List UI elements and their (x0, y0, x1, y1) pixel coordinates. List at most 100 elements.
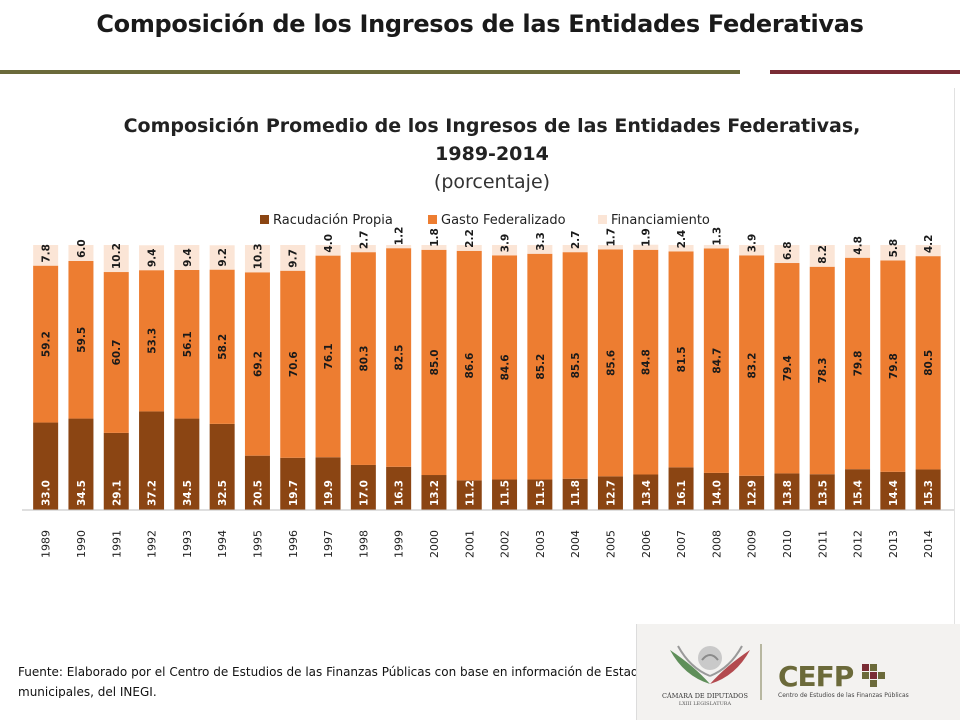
bar-1990-s2 (68, 245, 94, 261)
data-label-2011-s1: 78.3 (817, 358, 829, 384)
data-label-2004-s2: 2.7 (570, 231, 582, 250)
bar-2003-s2 (527, 245, 553, 254)
bar-2009-s2 (739, 245, 765, 256)
bar-1992-s1 (139, 270, 165, 412)
data-label-1997-s0: 19.9 (323, 480, 335, 506)
bar-2012-s0 (845, 469, 871, 510)
data-label-2001-s0: 11.2 (464, 480, 476, 506)
bar-1992-s2 (139, 245, 165, 271)
x-tick-2004: 2004 (569, 530, 582, 558)
bar-2010-s0 (774, 473, 800, 510)
bar-2003-s0 (527, 479, 553, 510)
bar-1996-s0 (280, 457, 306, 510)
data-label-2006-s0: 13.4 (641, 480, 653, 506)
x-tick-1992: 1992 (146, 530, 159, 558)
bar-2010-s1 (774, 263, 800, 474)
data-label-1992-s1: 53.3 (147, 328, 159, 354)
bar-1999-s1 (386, 248, 412, 467)
bar-1995-s2 (244, 245, 270, 273)
data-label-1994-s1: 58.2 (217, 334, 229, 360)
data-label-1989-s2: 7.8 (41, 244, 53, 263)
bar-1990-s0 (68, 418, 94, 510)
bar-2002-s2 (492, 245, 518, 256)
bar-1995-s0 (244, 455, 270, 510)
data-label-2007-s2: 2.4 (676, 230, 688, 249)
data-label-2003-s1: 85.2 (535, 354, 547, 380)
bar-2008-s1 (703, 248, 729, 473)
bar-2007-s1 (668, 251, 694, 468)
bar-2007-s0 (668, 467, 694, 510)
x-tick-1996: 1996 (287, 530, 300, 558)
data-label-2005-s2: 1.7 (605, 228, 617, 247)
data-label-1998-s1: 80.3 (358, 346, 370, 372)
bar-1989-s2 (33, 245, 59, 266)
bar-2010-s2 (774, 245, 800, 264)
bar-1999-s2 (386, 245, 412, 249)
chart-title-years: 1989-2014 (435, 143, 549, 165)
legend-swatch-0 (260, 215, 269, 224)
data-label-1989-s1: 59.2 (41, 331, 53, 357)
bar-2000-s2 (421, 245, 447, 250)
bar-1994-s2 (209, 245, 235, 270)
bar-1991-s1 (103, 272, 129, 433)
bar-2004-s0 (562, 478, 588, 510)
data-label-2011-s2: 8.2 (817, 245, 829, 264)
bar-1991-s2 (103, 245, 129, 273)
bar-2013-s1 (880, 260, 906, 472)
data-label-1995-s1: 69.2 (252, 351, 264, 377)
bar-1998-s0 (350, 464, 376, 510)
data-label-2012-s1: 79.8 (853, 350, 865, 376)
x-tick-2008: 2008 (710, 530, 723, 558)
bar-2014-s2 (915, 245, 941, 257)
x-tick-1994: 1994 (216, 530, 229, 558)
data-label-1994-s2: 9.2 (217, 248, 229, 267)
bar-1994-s1 (209, 269, 235, 424)
x-tick-2002: 2002 (499, 530, 512, 558)
data-label-1997-s1: 76.1 (323, 343, 335, 369)
data-label-2014-s1: 80.5 (923, 350, 935, 376)
data-label-1996-s0: 19.7 (288, 480, 300, 506)
data-label-2013-s1: 79.8 (888, 353, 900, 379)
bar-1997-s1 (315, 255, 341, 458)
data-label-1991-s0: 29.1 (111, 480, 123, 506)
data-label-2000-s2: 1.8 (429, 228, 441, 247)
data-label-2006-s1: 84.8 (641, 349, 653, 375)
bar-2003-s1 (527, 253, 553, 480)
data-label-1995-s0: 20.5 (252, 480, 264, 506)
legend-label-1: Gasto Federalizado (441, 213, 566, 228)
data-label-1993-s0: 34.5 (182, 480, 194, 506)
header-rule-right (770, 70, 960, 74)
data-label-2000-s0: 13.2 (429, 480, 441, 506)
bar-2004-s2 (562, 245, 588, 253)
data-label-2009-s2: 3.9 (747, 234, 759, 253)
bar-1996-s2 (280, 245, 306, 271)
bar-1993-s2 (174, 245, 200, 270)
data-label-1998-s2: 2.7 (358, 231, 370, 250)
data-label-1992-s2: 9.4 (147, 249, 159, 268)
bar-1993-s1 (174, 269, 200, 419)
bar-2001-s1 (456, 250, 482, 481)
x-tick-labels: 1989 1990 1991 1992 1993 1994 1995 1996 1997 1998… (40, 530, 936, 558)
data-label-2003-s2: 3.3 (535, 232, 547, 251)
data-label-2013-s0: 14.4 (888, 480, 900, 506)
bar-2013-s2 (880, 245, 906, 261)
data-label-2005-s1: 85.6 (605, 350, 617, 376)
data-label-2011-s0: 13.5 (817, 480, 829, 506)
cefp-logo-word: CEFP (778, 660, 854, 693)
bar-1999-s0 (386, 466, 412, 510)
data-label-2007-s0: 16.1 (676, 480, 688, 506)
camara-seal-logo (670, 645, 750, 684)
bar-1989-s1 (33, 265, 59, 423)
bars-group: 33.0 59.2 7.8 34.5 59.5 6.0 29.1 60.7 10.2 37.2 53… (33, 227, 941, 510)
x-tick-2000: 2000 (428, 530, 441, 558)
data-label-1990-s1: 59.5 (76, 327, 88, 353)
data-label-1995-s2: 10.3 (252, 243, 264, 269)
x-tick-1998: 1998 (357, 530, 370, 558)
data-label-1999-s1: 82.5 (394, 345, 406, 371)
data-label-1999-s2: 1.2 (394, 227, 406, 246)
bar-1997-s0 (315, 457, 341, 510)
legend-swatch-2 (598, 215, 607, 224)
x-tick-1995: 1995 (251, 530, 264, 558)
data-label-2014-s0: 15.3 (923, 480, 935, 506)
bar-1998-s2 (350, 245, 376, 253)
